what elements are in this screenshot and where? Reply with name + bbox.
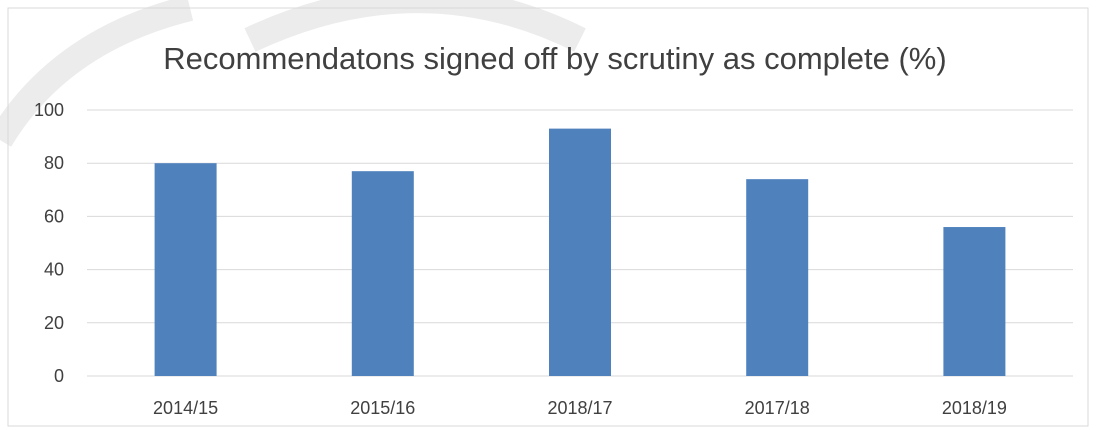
y-tick-label: 100 [34, 100, 64, 120]
x-category-label: 2017/18 [745, 398, 810, 418]
chart-border [7, 7, 1089, 427]
bar [549, 128, 611, 376]
y-axis-ticks: 0 20 40 60 80 100 [34, 100, 64, 386]
chart-title: Recommendatons signed off by scrutiny as… [163, 41, 946, 76]
x-axis-categories: 2014/15 2015/16 2018/17 2017/18 2018/19 [153, 398, 1007, 418]
x-category-label: 2018/17 [547, 398, 612, 418]
y-tick-label: 0 [54, 366, 64, 386]
watermark-arc-left [0, 0, 194, 147]
x-category-label: 2015/16 [350, 398, 415, 418]
bar [351, 171, 414, 376]
watermark-decoration [0, 0, 586, 147]
bars [154, 128, 1006, 376]
x-category-label: 2018/19 [942, 398, 1007, 418]
bar [746, 179, 809, 376]
y-tick-label: 20 [44, 313, 64, 333]
y-tick-label: 60 [44, 206, 64, 226]
y-tick-label: 80 [44, 153, 64, 173]
x-category-label: 2014/15 [153, 398, 218, 418]
watermark-arc-top [244, 0, 586, 52]
y-tick-label: 40 [44, 260, 64, 280]
bar [154, 163, 217, 376]
bar [943, 227, 1006, 376]
